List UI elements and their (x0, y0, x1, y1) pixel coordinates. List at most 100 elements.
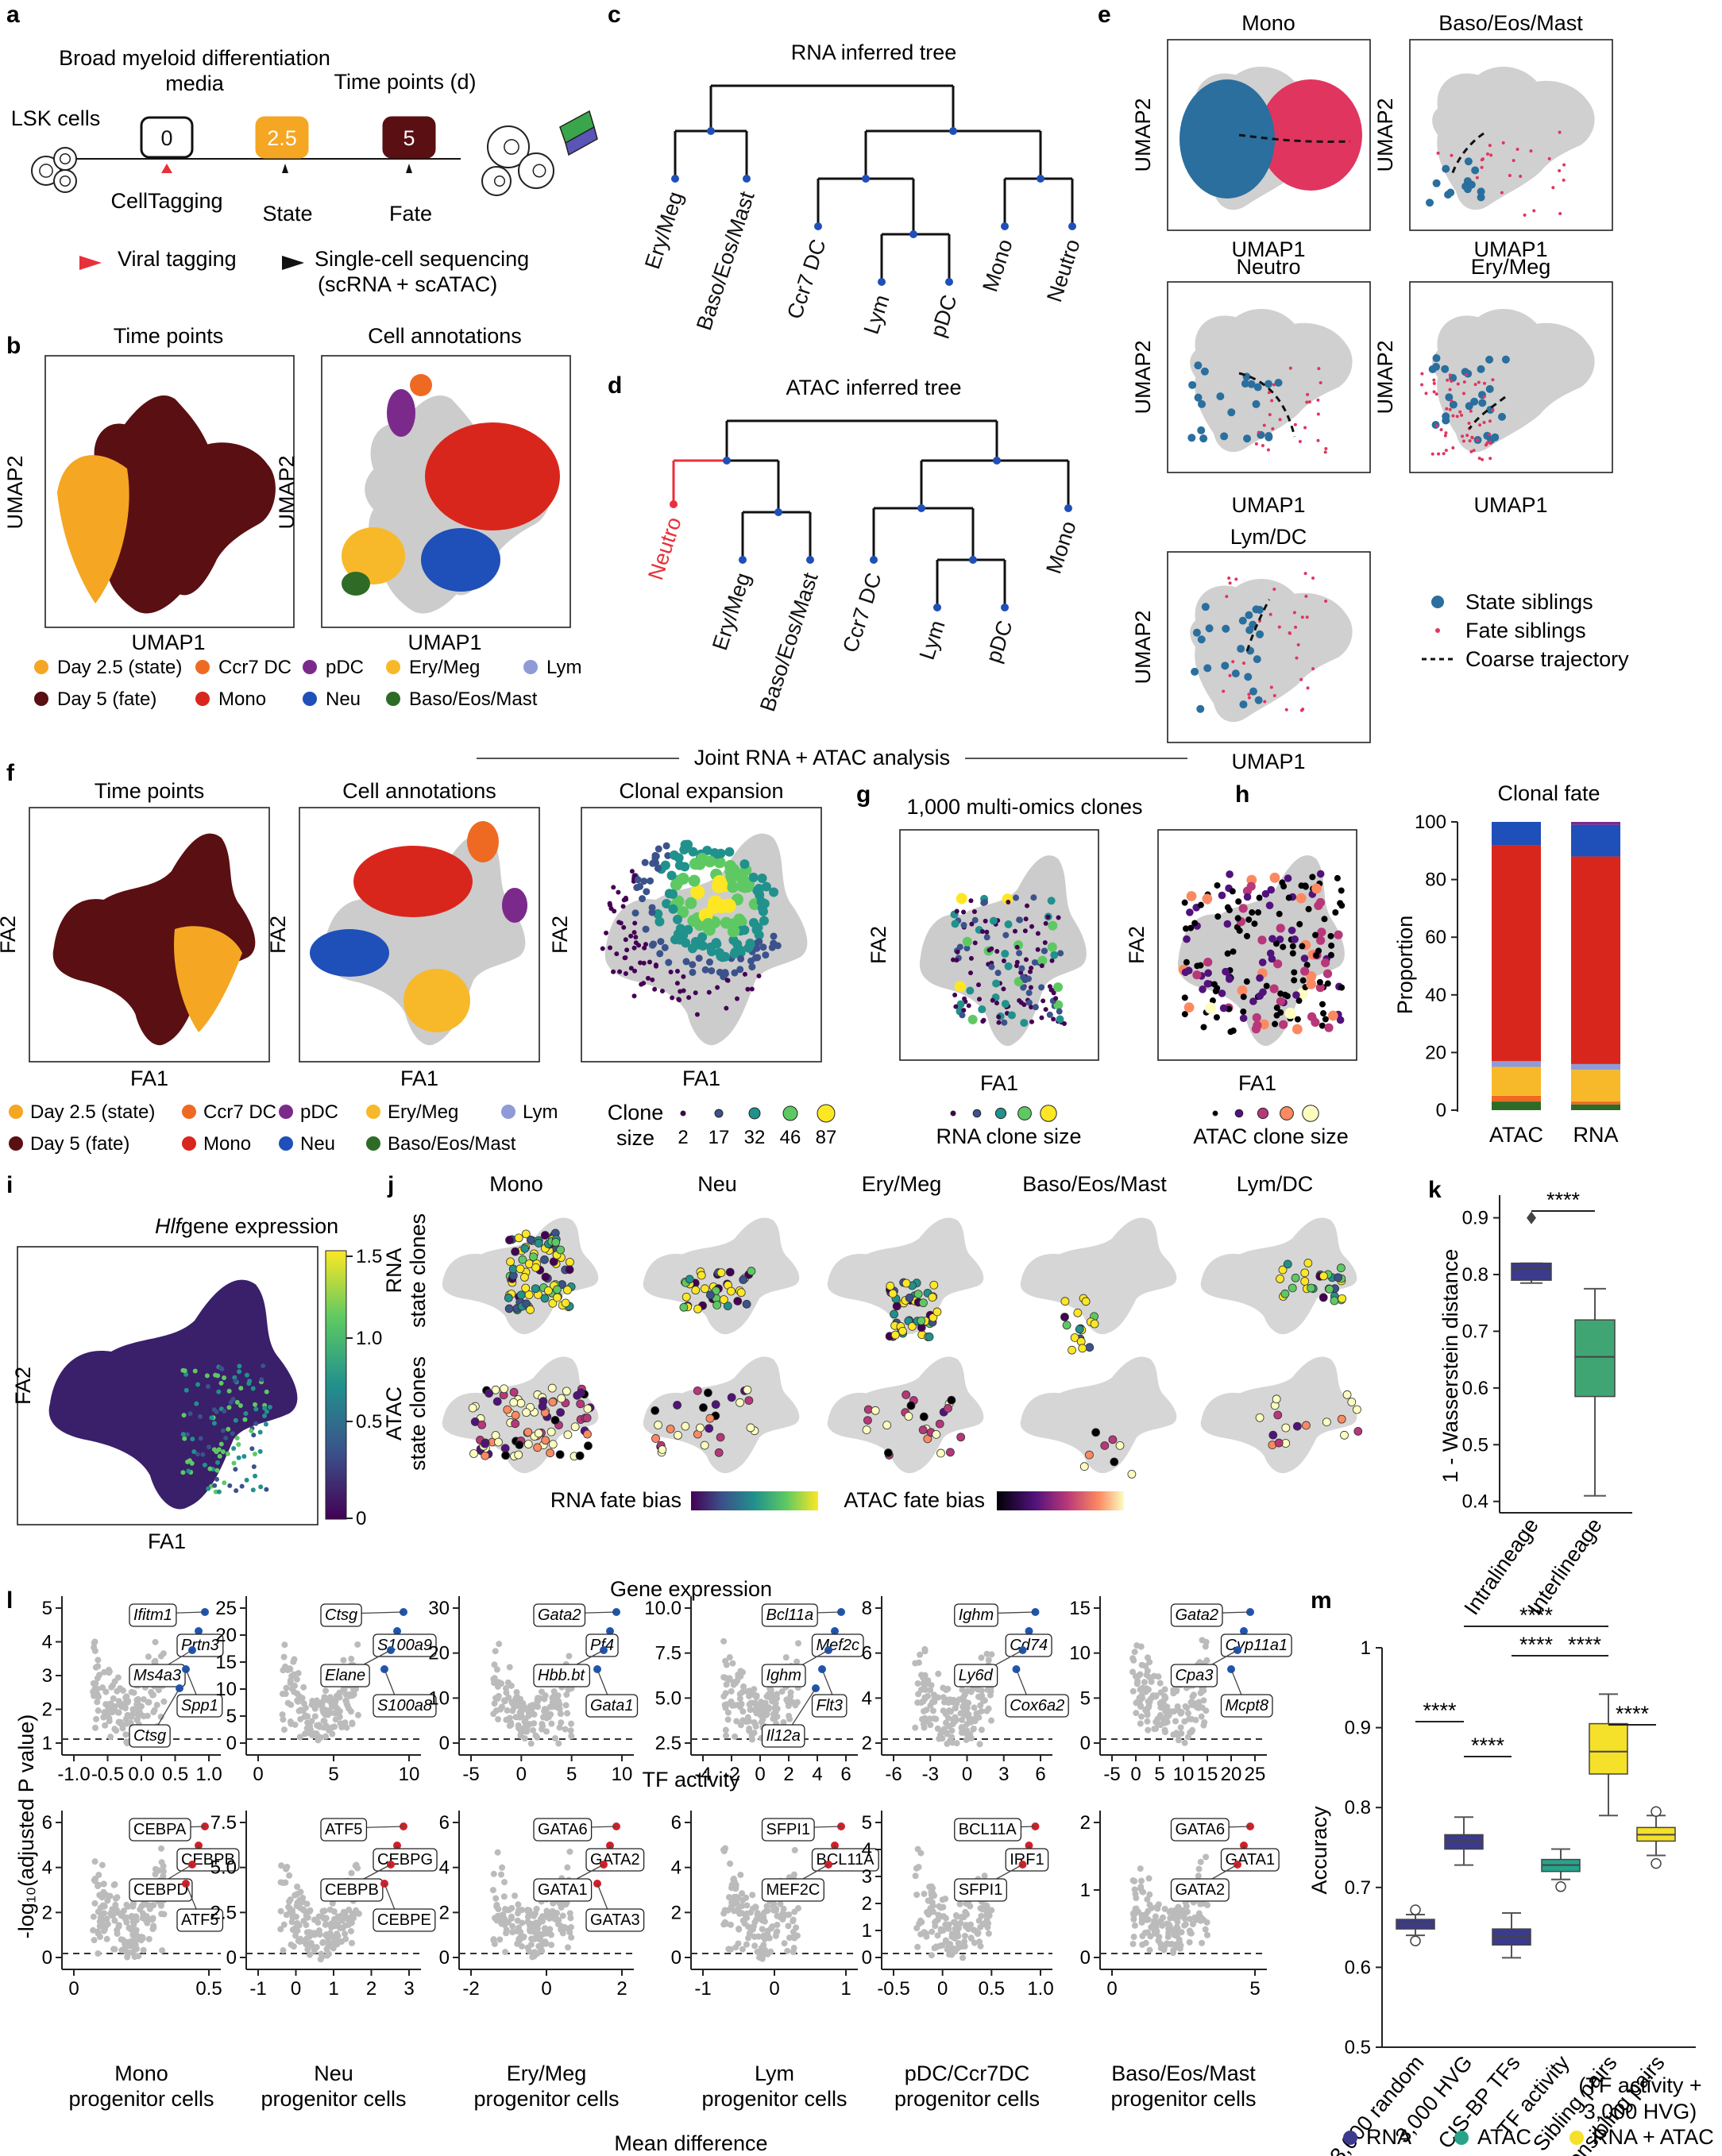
j-rna-pt (917, 1316, 926, 1325)
l-pt (1164, 1713, 1172, 1720)
f-clone-pt (668, 904, 678, 914)
j-rna-pt (1073, 1308, 1083, 1317)
l-label-bottom-1-0: ATF5 (325, 1821, 362, 1838)
tree-node-d.leaves-11 (1001, 604, 1009, 611)
j-rna-pt (541, 1272, 550, 1282)
f-clone-pt (696, 853, 708, 866)
l-pt (282, 1690, 289, 1697)
i-expr-pt (233, 1467, 238, 1472)
e-ery-fate-pt (1448, 373, 1452, 377)
l-pt (102, 1923, 109, 1930)
l-pt (322, 1931, 330, 1938)
e-lym-state-pt (1231, 669, 1240, 678)
tree-leaf-c.leaves-1: Baso/Eos/Mast (692, 188, 759, 333)
j-rna-pt (1334, 1273, 1342, 1282)
l-pt (971, 1939, 978, 1946)
l-pt (751, 1933, 758, 1940)
l-pt (509, 1923, 516, 1930)
l-pt (1144, 1718, 1151, 1725)
l-pt (159, 1947, 166, 1954)
l-pt (1157, 1940, 1164, 1947)
l-pt (307, 1726, 314, 1733)
e-ery-fate-pt (1456, 382, 1460, 386)
e-baso-fate-pt (1480, 158, 1484, 162)
l-ytick-label-top-1-1: 5 (226, 1706, 237, 1727)
f-clone-pt (735, 916, 747, 928)
j-rna-pt (736, 1288, 746, 1298)
e-baso-fate-pt (1551, 186, 1555, 190)
l-pt (1183, 1903, 1190, 1910)
j-rna-pt (691, 1286, 701, 1295)
f-clone-pt (714, 947, 724, 958)
l-labelbox-top-3-0 (761, 1603, 818, 1627)
clone-size-value-1: 17 (708, 1127, 730, 1148)
j-atac-pt (541, 1436, 550, 1445)
j-rna-clones-1 (679, 1267, 756, 1313)
l-pt (326, 1727, 333, 1734)
f-mono-region (353, 846, 473, 917)
l-pt (988, 1717, 995, 1724)
l-pt (948, 1951, 956, 1958)
j-atac-pt (906, 1401, 916, 1410)
e-lym-fate-pt (1242, 661, 1246, 665)
f-clone-pt (616, 889, 621, 895)
l-pt (137, 1703, 145, 1711)
l-pt (515, 1901, 522, 1908)
g-atac-pt (1263, 982, 1270, 989)
j-atac-pt (1281, 1423, 1291, 1433)
l-pt (498, 1680, 505, 1687)
l-xtick-label-top-0-4: 1.0 (195, 1764, 222, 1785)
l-label-bottom-0-0: CEBPA (133, 1821, 187, 1838)
l-ytick-label-bottom-0-0: 0 (42, 1947, 52, 1969)
l-pt (1153, 1693, 1160, 1700)
m-sig-3: **** (1519, 1633, 1554, 1657)
g-rna-pt (1002, 931, 1010, 939)
i-expr-pt (223, 1435, 229, 1441)
e-ery-fate-pt (1491, 378, 1495, 382)
l-pt (930, 1715, 937, 1722)
f-fa1-1: FA1 (400, 1066, 438, 1090)
l-pt (110, 1881, 118, 1888)
l-pt (286, 1872, 293, 1879)
e-ery-fate-pt (1469, 449, 1473, 453)
l-pt (315, 1927, 322, 1934)
l-pt (978, 1654, 985, 1661)
celltagging-label: CellTagging (110, 189, 222, 213)
j-rna-pt (1319, 1271, 1328, 1281)
i-expr-pt (257, 1429, 263, 1435)
j-atac-pt (546, 1448, 555, 1458)
l-pt (980, 1920, 987, 1927)
l-xtick-label-top-5-4: 15 (1197, 1764, 1218, 1785)
g-atac-pt (1294, 1016, 1301, 1023)
l-ytick-label-top-2-2: 20 (428, 1643, 450, 1664)
l-pt (784, 1947, 791, 1954)
l-labelbox-bottom-4-2 (954, 1878, 1007, 1902)
seq-legend-label-2: (scRNA + scATAC) (318, 272, 497, 296)
l-pt (732, 1702, 739, 1709)
g-atac-pt (1320, 1010, 1327, 1017)
l-xlabel1-3: Lym (755, 2062, 794, 2085)
g-rna-pt (1014, 963, 1019, 969)
g-atac-pt (1218, 891, 1226, 900)
e-trajectory-1 (1450, 132, 1485, 175)
l-pt (564, 1710, 571, 1717)
i-expr-pt (214, 1476, 220, 1482)
i-expr-pt (181, 1413, 187, 1418)
tree-node-c.leaves-9 (945, 278, 953, 286)
m-outlier-3-0 (1555, 1881, 1566, 1892)
l-pt (1152, 1913, 1159, 1920)
l-pt (568, 1733, 575, 1740)
g-rna-pt (1014, 944, 1020, 950)
e-ery-state-pt (1498, 412, 1507, 421)
i-expr-pt (211, 1447, 217, 1452)
j-atac-pt (743, 1385, 752, 1394)
l-pt (932, 1918, 940, 1925)
e-baso-fate-pt (1519, 174, 1523, 178)
l-label-bottom-2-3: GATA3 (590, 1911, 640, 1929)
l-pt (350, 1686, 357, 1693)
l-label-top-3-3: Flt3 (817, 1697, 843, 1714)
j-rna-pt (531, 1284, 540, 1294)
e-baso-state-pt (1461, 182, 1470, 191)
m-sig-5: **** (1616, 1702, 1650, 1726)
l-pt (781, 1940, 788, 1947)
